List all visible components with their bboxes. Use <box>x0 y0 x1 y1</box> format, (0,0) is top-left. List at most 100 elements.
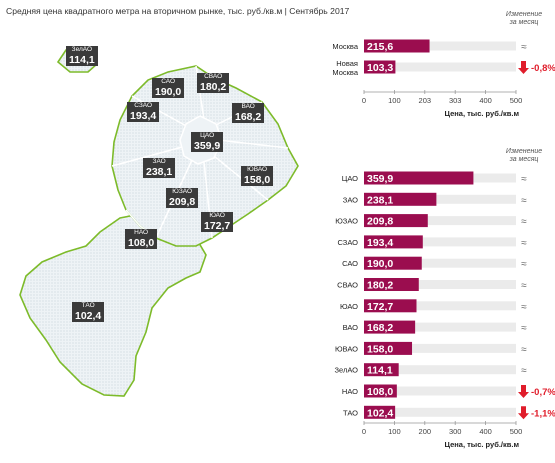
change-header: Изменение <box>506 148 542 155</box>
bar-track <box>364 62 516 72</box>
change-value: ≈ <box>521 238 527 249</box>
change-value: -0,7% <box>531 387 555 398</box>
bar <box>364 363 399 377</box>
down-arrow-icon <box>518 406 529 420</box>
map-new-moscow-region <box>19 211 207 397</box>
category-label: ЦАО <box>342 174 358 183</box>
change-value: ≈ <box>521 42 527 53</box>
map-label-district: СВАО <box>197 73 230 81</box>
bar-value-label: 215,6 <box>367 41 393 53</box>
map-label-9: ЮАО 172,7 <box>201 212 234 232</box>
bar <box>364 320 416 334</box>
category-label: ЗелАО <box>335 366 359 375</box>
change-header: за месяц <box>509 156 539 163</box>
bar <box>364 235 423 249</box>
map-label-6: ЗАО 238,1 <box>143 158 176 178</box>
category-label: СЗАО <box>337 238 358 247</box>
change-header: за месяц <box>509 19 539 26</box>
change-value: ≈ <box>521 281 527 292</box>
x-tick-label: 400 <box>479 96 492 105</box>
map-label-district: ЗАО <box>143 158 176 166</box>
change-value: ≈ <box>521 344 527 355</box>
bar-value-label: 209,8 <box>367 216 393 228</box>
x-tick-label: 100 <box>388 96 401 105</box>
bar-value-label: 103,3 <box>367 62 393 74</box>
x-tick-label: 400 <box>479 427 492 436</box>
map-label-value: 168,2 <box>232 111 265 123</box>
bar <box>364 405 396 419</box>
bar-value-label: 190,0 <box>367 258 393 270</box>
change-value: ≈ <box>521 259 527 270</box>
map-label-value: 209,8 <box>166 196 199 208</box>
map-label-district: ЦАО <box>191 132 224 140</box>
map-label-7: ЮВАО 158,0 <box>241 166 274 186</box>
category-label: ЮЗАО <box>335 217 358 226</box>
down-arrow-icon <box>518 385 529 398</box>
map-label-value: 108,0 <box>125 237 158 249</box>
map-label-5: ЦАО 359,9 <box>191 132 224 152</box>
x-tick-label: 203 <box>419 96 432 105</box>
map-label-value: 158,0 <box>241 174 274 186</box>
category-label: ЗАО <box>343 195 358 204</box>
bar-value-label: 193,4 <box>367 237 393 249</box>
map-label-district: ЗелАО <box>66 46 98 54</box>
map-label-district: ЮВАО <box>241 166 274 174</box>
map-label-district: ТАО <box>72 302 105 310</box>
map-label-district: САО <box>152 78 185 86</box>
change-value: ≈ <box>521 174 527 185</box>
bar-track <box>364 386 516 396</box>
map-label-1: САО 190,0 <box>152 78 185 98</box>
bar-track <box>364 194 516 204</box>
x-tick-label: 500 <box>510 96 523 105</box>
map-label-value: 180,2 <box>197 81 230 93</box>
bar <box>364 39 430 53</box>
category-label: Новая <box>336 59 358 68</box>
category-label: ЮАО <box>340 302 358 311</box>
map-label-value: 193,4 <box>127 110 160 122</box>
map-label-district: СЗАО <box>127 102 160 110</box>
bar <box>364 60 396 74</box>
bar-track <box>364 237 516 247</box>
category-label: ВАО <box>343 323 359 332</box>
x-tick-label: 300 <box>449 427 462 436</box>
bar-value-label: 102,4 <box>367 407 393 419</box>
category-label: ЮВАО <box>335 344 358 353</box>
bar <box>364 192 437 206</box>
change-header: Изменение <box>506 11 542 18</box>
bar-track <box>364 365 516 375</box>
map-label-value: 359,9 <box>191 140 224 152</box>
bar-value-label: 108,0 <box>367 386 393 398</box>
chart-title: Средняя цена квадратного метра на вторич… <box>6 6 350 16</box>
bar <box>364 384 397 398</box>
map-label-0: ЗелАО 114,1 <box>66 46 98 66</box>
map-label-value: 102,4 <box>72 310 105 322</box>
map-label-value: 238,1 <box>143 166 176 178</box>
category-label: СВАО <box>337 281 358 290</box>
bar <box>364 256 422 270</box>
bar-track <box>364 343 516 353</box>
category-label: САО <box>342 259 358 268</box>
change-value: -1,1% <box>531 408 555 419</box>
map-label-district: ЮЗАО <box>166 188 199 196</box>
bar-track <box>364 322 516 332</box>
bar-value-label: 180,2 <box>367 280 393 292</box>
map-label-8: ЮЗАО 209,8 <box>166 188 199 208</box>
down-arrow-icon <box>518 61 529 74</box>
map-label-district: ВАО <box>232 103 265 111</box>
map-label-3: СЗАО 193,4 <box>127 102 160 122</box>
map-label-10: НАО 108,0 <box>125 229 158 249</box>
category-label: Москва <box>332 42 358 51</box>
bar-track <box>364 280 516 289</box>
x-tick-label: 500 <box>510 427 523 436</box>
map-label-value: 172,7 <box>201 220 234 232</box>
bar-track <box>364 301 516 311</box>
bar <box>364 278 419 291</box>
x-axis-label: Цена, тыс. руб./кв.м <box>445 109 520 118</box>
change-value: ≈ <box>521 366 527 377</box>
x-tick-label: 303 <box>449 96 462 105</box>
change-value: ≈ <box>521 217 527 228</box>
map-label-district: НАО <box>125 229 158 237</box>
x-axis-label: Цена, тыс. руб./кв.м <box>445 440 520 449</box>
x-tick-label: 0 <box>362 96 366 105</box>
